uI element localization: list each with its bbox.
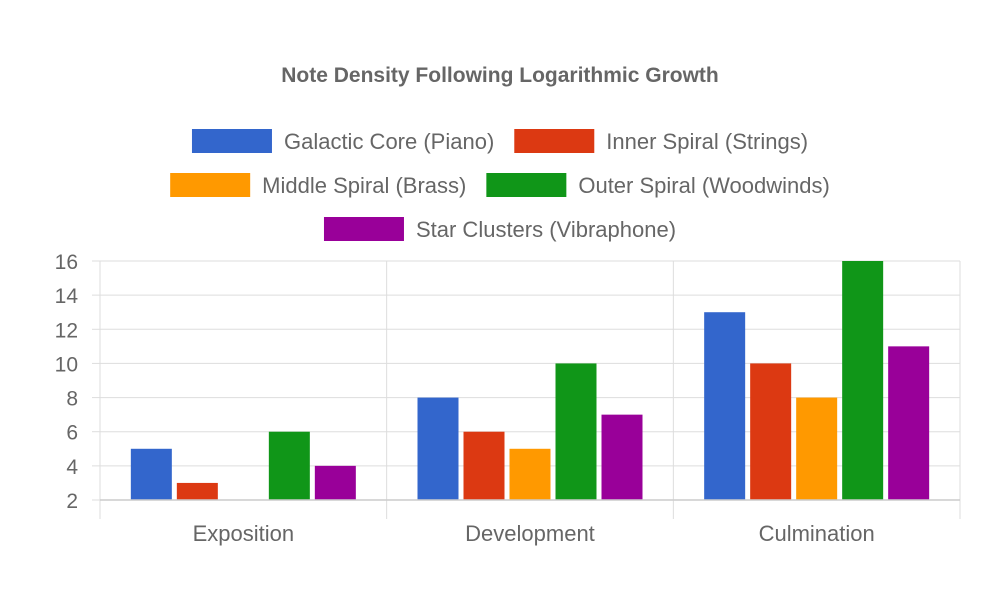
bar[interactable] [463, 431, 505, 500]
y-tick-label: 12 [55, 319, 78, 342]
legend-label: Star Clusters (Vibraphone) [416, 217, 676, 242]
x-tick-label: Exposition [193, 521, 295, 546]
grid [99, 260, 961, 519]
chart-title: Note Density Following Logarithmic Growt… [281, 64, 719, 87]
legend-swatch [323, 217, 404, 241]
legend-item[interactable]: Middle Spiral (Brass) [170, 173, 466, 198]
y-tick-label: 6 [66, 422, 78, 445]
legend-label: Middle Spiral (Brass) [262, 173, 466, 198]
bar[interactable] [130, 448, 172, 500]
bar[interactable] [796, 397, 838, 500]
bar[interactable] [268, 431, 310, 500]
y-tick-label: 10 [55, 353, 78, 376]
bar[interactable] [888, 346, 930, 500]
y-axis: 2 4 6 8 10 12 14 16 [55, 251, 100, 513]
y-tick-label: 16 [55, 251, 78, 274]
x-axis: Exposition Development Culmination [100, 499, 960, 546]
legend-item[interactable]: Star Clusters (Vibraphone) [323, 217, 676, 242]
legend-item[interactable]: Outer Spiral (Woodwinds) [486, 173, 830, 198]
bar[interactable] [176, 482, 218, 500]
y-tick-label: 2 [66, 490, 78, 513]
x-tick-label: Culmination [759, 521, 875, 546]
legend-swatch [514, 129, 595, 153]
bar[interactable] [509, 448, 551, 500]
bar[interactable] [601, 414, 643, 500]
bar[interactable] [417, 397, 459, 500]
legend: Galactic Core (Piano) Inner Spiral (Strin… [170, 129, 830, 242]
y-tick-label: 14 [55, 285, 79, 308]
bar[interactable] [314, 465, 356, 500]
legend-item[interactable]: Inner Spiral (Strings) [514, 129, 808, 154]
legend-swatch [486, 173, 567, 197]
bar[interactable] [750, 363, 792, 500]
legend-swatch [191, 129, 272, 153]
legend-label: Inner Spiral (Strings) [606, 129, 808, 154]
y-tick-label: 4 [66, 456, 78, 479]
bar[interactable] [704, 312, 746, 500]
x-tick-label: Development [465, 521, 595, 546]
bar[interactable] [842, 261, 884, 500]
bar[interactable] [555, 363, 597, 500]
bars [130, 261, 930, 500]
legend-item[interactable]: Galactic Core (Piano) [191, 129, 494, 154]
legend-swatch [170, 173, 251, 197]
legend-label: Galactic Core (Piano) [284, 129, 494, 154]
legend-label: Outer Spiral (Woodwinds) [578, 173, 829, 198]
y-tick-label: 8 [66, 388, 78, 411]
